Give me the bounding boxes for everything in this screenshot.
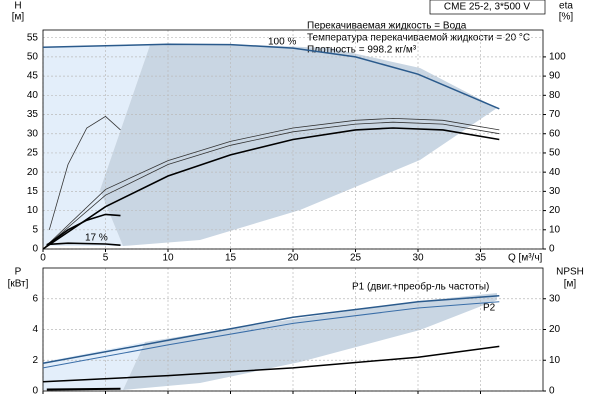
curve [46,242,121,246]
x-tick-label: 5 [103,253,109,264]
y-tick-label: 10 [27,205,39,216]
annotation: Перекачиваемая жидкость = Вода [307,21,467,32]
curve [46,387,121,391]
curve [42,345,500,383]
y-tick-label: 0 [32,244,38,255]
y2-tick-label: 0 [549,244,555,255]
y2-tick-label: 100 [549,52,566,63]
y2-tick-label: 10 [549,224,561,235]
annotation: P1 (двиг.+преобр-ль частоты) [352,281,489,293]
curve [42,43,500,110]
plot-frame [42,267,544,392]
y-tick-label: 20 [27,167,39,178]
y2-tick-label: 60 [549,128,561,139]
y-label: H [14,1,21,12]
y2-label: eta [559,1,573,12]
y-tick-label: 30 [27,128,39,139]
title-box [429,0,546,15]
curve [42,121,500,250]
y2-label: NPSH [556,267,584,278]
y-tick-label: 55 [27,32,39,43]
y-tick-label: 6 [32,293,38,304]
y-tick-label: 50 [27,52,39,63]
x-tick-label: 35 [475,253,487,264]
y-tick-label: 0 [32,386,38,397]
y2-tick-label: 80 [549,90,561,101]
y2-tick-label: 70 [549,109,561,120]
y2-tick-label: 90 [549,71,561,82]
y-tick-label: 4 [32,324,38,335]
chart-title: CME 25-2, 3*500 V [444,2,530,13]
y-unit: [кВт] [8,279,29,290]
y-unit: [м] [12,12,25,23]
area-dark-lower [123,293,497,390]
y2-tick-label: 30 [549,293,561,304]
y2-tick-label: 40 [549,167,561,178]
x-tick-label: 10 [162,253,174,264]
y-tick-label: 45 [27,71,39,82]
y2-tick-label: 10 [549,355,561,366]
y2-tick-label: 30 [549,186,561,197]
plot-frame [42,29,544,250]
x-tick-label: 30 [412,253,424,264]
annotation: 17 % [85,233,108,244]
y-tick-label: 15 [27,186,39,197]
annotation: P2 [483,303,496,314]
y2-tick-label: 20 [549,205,561,216]
x-tick-label: 25 [350,253,362,264]
curve [42,117,500,250]
y-tick-label: 25 [27,148,39,159]
curve [42,127,500,250]
area-dark [100,45,497,246]
y-tick-label: 40 [27,90,39,101]
y2-unit: [м] [564,279,577,290]
curve [42,301,500,369]
y-tick-label: 5 [32,224,38,235]
x-tick-label: 0 [40,253,46,264]
x-label: Q [м³/ч] [508,253,543,264]
annotation: Температура перекачиваемой жидкости = 20… [307,33,530,44]
y2-tick-label: 20 [549,324,561,335]
x-tick-label: 15 [225,253,237,264]
y2-tick-label: 0 [549,386,555,397]
annotation: 100 % [268,37,296,48]
y-tick-label: 35 [27,109,39,120]
y-label: P [15,267,22,278]
y2-unit: [%] [559,12,574,23]
annotation: Плотность = 998.2 кг/м³ [307,45,417,56]
y2-tick-label: 50 [549,148,561,159]
curve [42,294,500,365]
y-tick-label: 2 [32,355,38,366]
x-tick-label: 20 [287,253,299,264]
curve [46,213,121,246]
curve [48,115,121,230]
